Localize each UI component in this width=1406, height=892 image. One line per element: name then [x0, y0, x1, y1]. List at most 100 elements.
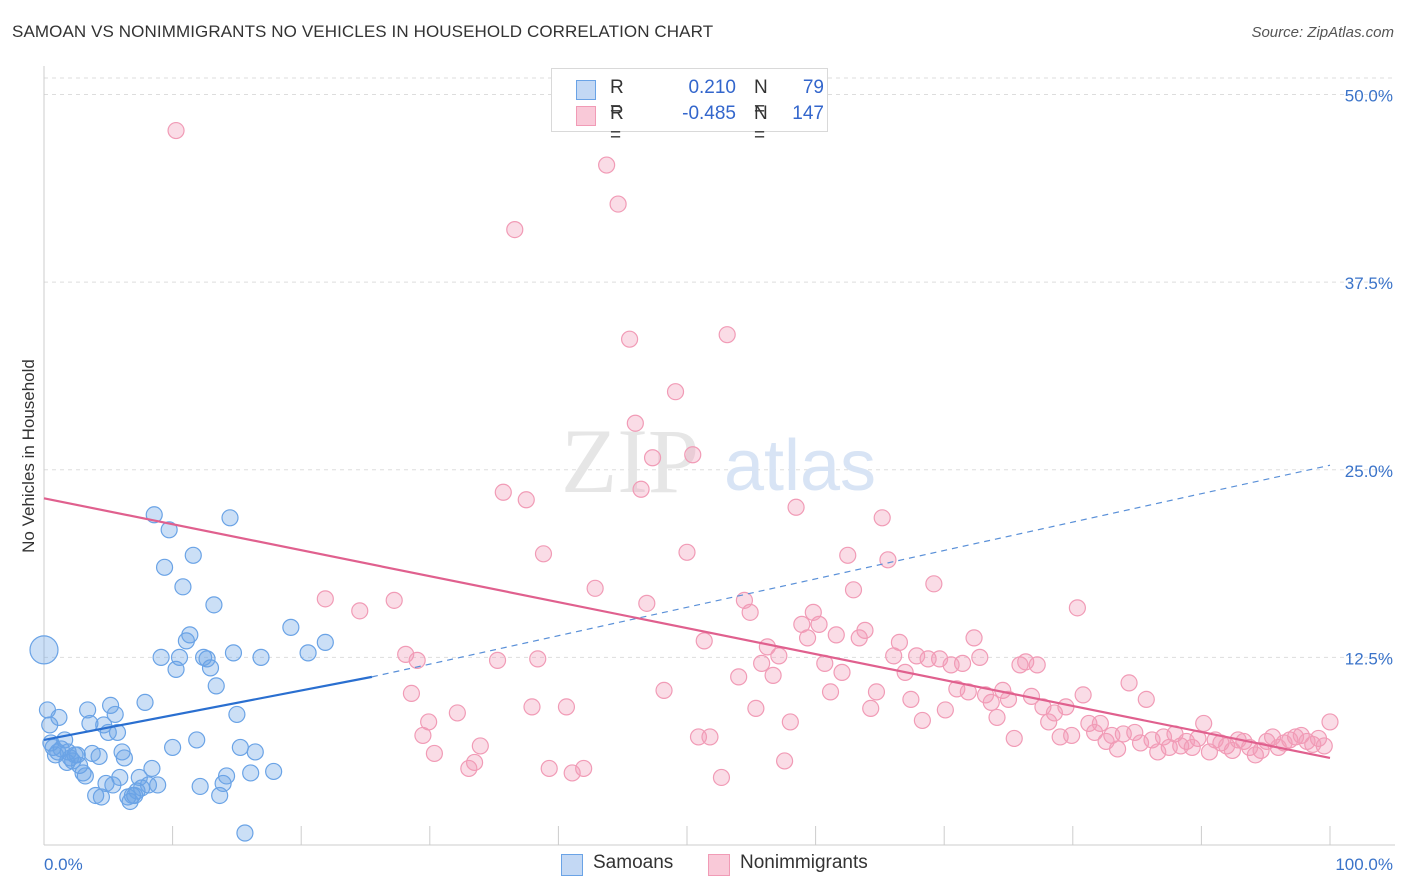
samoans-point	[106, 705, 124, 724]
nonimmigrants-point	[494, 483, 512, 501]
samoans-point	[246, 743, 264, 761]
trend-lines	[43, 464, 1331, 760]
x-tick-label-max: 100.0%	[1335, 855, 1393, 874]
samoans-point	[231, 738, 249, 757]
nonimmigrants-point	[598, 156, 616, 174]
nonimmigrants-point	[425, 744, 443, 763]
nonimmigrants-point	[1057, 698, 1075, 716]
nonimmigrants-point	[1028, 656, 1046, 674]
samoans-point	[76, 767, 94, 785]
nonimmigrants-point	[712, 768, 731, 787]
nonimmigrants-point	[1223, 741, 1242, 760]
nonimmigrants-point	[351, 602, 369, 620]
nonimmigrants-point	[1126, 723, 1144, 742]
samoans-point	[205, 596, 223, 614]
y-axis-label: No Vehicles in Household	[19, 359, 38, 553]
nonimmigrants-point	[999, 690, 1018, 709]
nonimmigrants-point	[798, 629, 817, 647]
nonimmigrants-point	[666, 383, 685, 401]
nonimmigrants-point	[781, 713, 799, 731]
source-credit: Source: ZipAtlas.com	[1251, 24, 1394, 41]
nonimmigrants-point	[638, 594, 656, 612]
samoans-point	[252, 648, 270, 666]
samoans-point	[160, 521, 178, 539]
nonimmigrants-point	[1252, 741, 1270, 760]
samoans-point	[68, 746, 86, 764]
samoans-point	[265, 762, 283, 781]
nonimmigrants-trend-line	[43, 497, 1331, 760]
samoans-point	[170, 648, 189, 666]
nonimmigrants-point	[701, 728, 719, 746]
n-label: N =	[754, 77, 768, 120]
samoans-point	[242, 764, 260, 782]
nonimmigrants-point	[730, 668, 748, 686]
samoans-trend-extension	[371, 464, 1331, 678]
nonimmigrants-point	[844, 581, 863, 599]
nonimmigrants-point	[643, 449, 662, 467]
nonimmigrants-point	[620, 330, 639, 348]
nonimmigrants-point	[540, 759, 558, 778]
samoans-point	[221, 509, 239, 527]
y-tick-label: 37.5%	[1345, 274, 1393, 293]
samoans-point	[184, 546, 202, 564]
samoans-point	[92, 788, 111, 806]
samoans-point	[282, 618, 300, 636]
chart-title: SAMOAN VS NONIMMIGRANTS NO VEHICLES IN H…	[12, 22, 714, 41]
nonimmigrants-point	[385, 591, 403, 609]
nonimmigrants-point	[517, 491, 535, 509]
nonimmigrants-point	[925, 575, 943, 593]
watermark: ZIP atlas	[561, 410, 876, 512]
samoans-point	[136, 693, 154, 712]
nonimmigrants-point	[655, 681, 673, 700]
nonimmigrants-point	[523, 698, 541, 716]
samoans-point	[111, 768, 129, 787]
nonimmigrants-point	[471, 737, 489, 755]
r-value-nonimmigrants: -0.485	[682, 103, 736, 124]
nonimmigrants-point	[167, 121, 185, 140]
nonimmigrants-point	[821, 683, 840, 701]
nonimmigrants-point	[753, 654, 771, 672]
samoans-point	[299, 644, 317, 662]
nonimmigrants-points	[167, 121, 1339, 787]
nonimmigrants-point	[316, 590, 334, 608]
samoans-point	[181, 626, 199, 644]
r-label: R =	[610, 77, 624, 120]
nonimmigrants-point	[971, 648, 989, 666]
nonimmigrants-point	[982, 693, 1000, 712]
nonimmigrants-point	[810, 615, 828, 633]
nonimmigrants-point	[1315, 737, 1333, 755]
nonimmigrants-point	[420, 713, 438, 731]
samoans-point	[87, 786, 105, 805]
nonimmigrants-point	[695, 632, 713, 650]
x-tick-label-min: 0.0%	[44, 855, 83, 874]
nonimmigrants-point	[534, 545, 553, 563]
nonimmigrants-legend-swatch	[708, 854, 730, 876]
nonimmigrants-point	[1063, 726, 1081, 745]
nonimmigrants-point	[506, 221, 524, 239]
samoans-points	[29, 506, 334, 842]
samoans-point	[108, 723, 127, 742]
nonimmigrants-point	[833, 663, 851, 681]
n-value-nonimmigrants: 147	[792, 103, 824, 124]
samoans-legend-label: Samoans	[593, 852, 674, 873]
nonimmigrants-point	[862, 699, 880, 718]
nonimmigrants-point	[529, 650, 547, 668]
y-tick-label: 50.0%	[1345, 87, 1393, 106]
nonimmigrants-point	[770, 647, 788, 665]
nonimmigrants-point	[873, 509, 891, 527]
nonimmigrants-point	[626, 414, 644, 432]
nonimmigrants-point	[1120, 674, 1138, 692]
samoans-point	[164, 738, 182, 757]
nonimmigrants-point	[879, 551, 897, 569]
nonimmigrants-point	[741, 603, 759, 621]
samoans-point	[115, 749, 133, 767]
samoans-point	[191, 777, 209, 796]
nonimmigrants-point	[557, 698, 576, 716]
r-label: R =	[610, 103, 624, 146]
nonimmigrants-point	[1040, 713, 1058, 731]
nonimmigrants-legend-label: Nonimmigrants	[740, 852, 868, 873]
nonimmigrants-point	[867, 683, 886, 701]
nonimmigrants-point	[902, 690, 920, 709]
samoans-point	[316, 633, 334, 651]
nonimmigrants-point	[632, 480, 650, 498]
